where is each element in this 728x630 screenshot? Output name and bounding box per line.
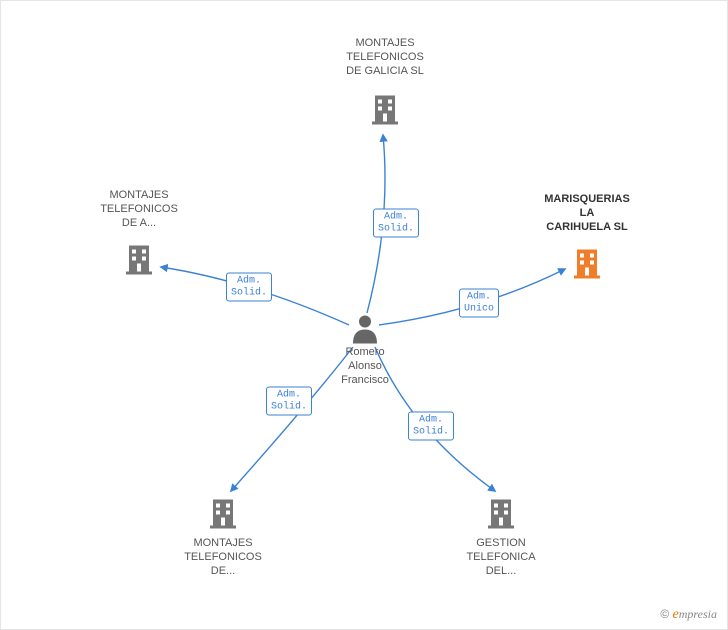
building-icon: [206, 496, 240, 535]
copyright-symbol: ©: [660, 607, 669, 621]
edge: [231, 347, 353, 491]
copyright: © empresia: [660, 607, 717, 623]
building-icon: [368, 92, 402, 131]
building-icon: [570, 246, 604, 285]
brand-rest: mpresia: [679, 607, 717, 621]
edge-label: Adm. Solid.: [408, 412, 454, 441]
node-label: MONTAJES TELEFONICOS DE GALICIA SL: [346, 37, 424, 78]
building-icon: [122, 242, 156, 281]
edge-label: Adm. Unico: [459, 289, 499, 318]
node-label: MONTAJES TELEFONICOS DE A...: [100, 189, 178, 230]
person-icon: [351, 314, 379, 349]
node-label: MONTAJES TELEFONICOS DE...: [184, 537, 262, 578]
building-icon: [484, 496, 518, 535]
center-node-label: Romero Alonso Francisco: [341, 346, 389, 387]
node-label: GESTION TELEFONICA DEL...: [466, 537, 535, 578]
edge-label: Adm. Solid.: [373, 209, 419, 238]
edge-label: Adm. Solid.: [226, 273, 272, 302]
diagram-canvas: Romero Alonso Francisco MONTAJES TELEFON…: [0, 0, 728, 630]
node-label: MARISQUERIAS LA CARIHUELA SL: [544, 193, 630, 234]
edge-label: Adm. Solid.: [266, 387, 312, 416]
